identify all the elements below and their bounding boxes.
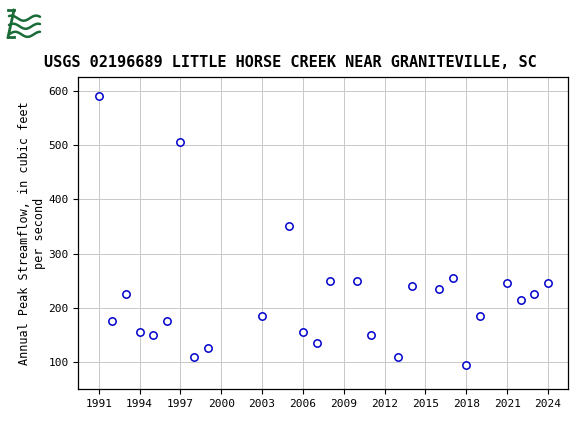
Text: USGS 02196689 LITTLE HORSE CREEK NEAR GRANITEVILLE, SC: USGS 02196689 LITTLE HORSE CREEK NEAR GR… — [44, 55, 536, 70]
Point — [135, 329, 144, 336]
Point — [502, 280, 512, 287]
Point — [516, 296, 525, 303]
Point — [353, 277, 362, 284]
Point — [258, 313, 267, 319]
Y-axis label: Annual Peak Streamflow, in cubic feet
per second: Annual Peak Streamflow, in cubic feet pe… — [17, 101, 46, 365]
Point — [285, 223, 294, 230]
Point — [176, 139, 185, 146]
Point — [434, 286, 444, 292]
Point — [190, 353, 199, 360]
Point — [448, 275, 457, 282]
Point — [325, 277, 335, 284]
Point — [203, 345, 212, 352]
Text: USGS: USGS — [48, 14, 116, 34]
Point — [108, 318, 117, 325]
Point — [407, 283, 416, 289]
Point — [298, 329, 307, 336]
Point — [94, 93, 103, 100]
Point — [543, 280, 553, 287]
Point — [530, 291, 539, 298]
Point — [121, 291, 130, 298]
Point — [394, 353, 403, 360]
Point — [367, 332, 376, 338]
Point — [312, 340, 321, 347]
Point — [148, 332, 158, 338]
Point — [462, 361, 471, 368]
Point — [475, 313, 484, 319]
Bar — [7, 6, 42, 41]
Point — [162, 318, 172, 325]
